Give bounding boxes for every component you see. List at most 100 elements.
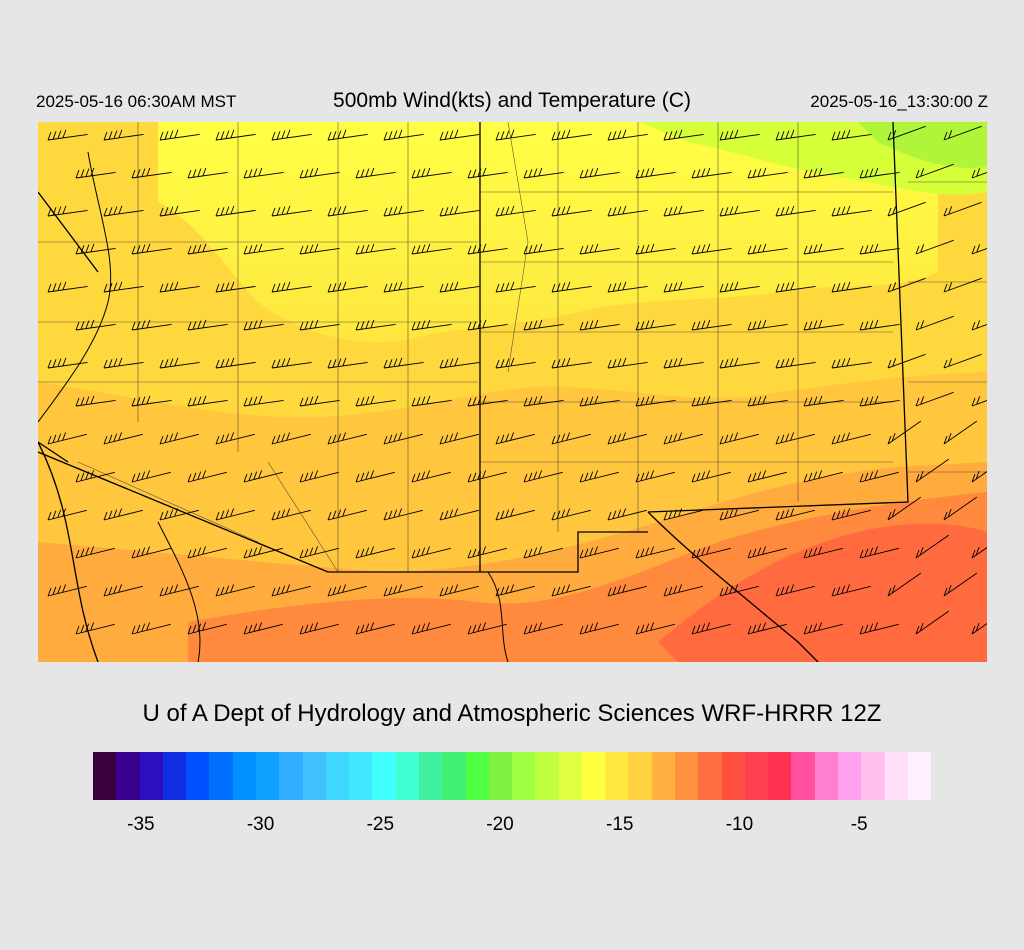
wind-barb — [635, 470, 675, 483]
wind-barb — [299, 243, 340, 255]
local-time: 2025-05-16 06:30AM MST — [36, 92, 237, 111]
colorbar-tick-label: -35 — [127, 814, 155, 835]
wind-barb — [747, 470, 787, 483]
colorbar-tick-label: -15 — [606, 814, 634, 835]
wind-barb — [803, 167, 844, 179]
wind-barb — [75, 243, 116, 255]
wind-barb — [803, 395, 844, 407]
wind-barb — [355, 395, 396, 407]
wind-barb — [495, 432, 535, 445]
colorbar-swatch — [372, 752, 396, 800]
colorbar-swatch — [861, 752, 885, 800]
wind-barb — [859, 622, 899, 635]
wind-barb — [75, 470, 115, 483]
colorbar-swatch — [93, 752, 117, 800]
wind-barb — [915, 391, 954, 407]
wind-barb — [831, 508, 871, 521]
colorbar-swatch — [442, 752, 466, 800]
wind-barb — [215, 508, 255, 521]
wind-barb — [635, 167, 676, 179]
wind-barb — [103, 584, 143, 597]
wind-barb — [355, 167, 396, 179]
wind-barb — [467, 167, 508, 179]
wind-barb — [327, 281, 368, 293]
wind-barb — [971, 396, 987, 407]
wind-barb — [187, 167, 228, 179]
wind-barb — [775, 281, 816, 293]
wind-barb — [439, 357, 480, 369]
wind-barb — [47, 129, 88, 141]
wind-barb — [439, 205, 480, 217]
colorbar-swatch — [814, 752, 838, 800]
wind-barb — [411, 470, 451, 483]
wind-barb — [523, 319, 564, 331]
wind-barb — [887, 201, 926, 217]
wind-barb — [663, 508, 703, 521]
wind-barb — [187, 243, 228, 255]
wind-barb — [467, 243, 508, 255]
wind-barb — [635, 395, 676, 407]
wind-barb — [775, 205, 816, 217]
wind-barb — [243, 546, 283, 559]
colorbar-swatch — [768, 752, 792, 800]
wind-barb — [691, 243, 732, 255]
wind-barb — [663, 281, 704, 293]
colorbar-swatch — [162, 752, 187, 800]
wind-barb — [47, 584, 87, 597]
wind-barb — [467, 470, 507, 483]
wind-barb — [719, 357, 760, 369]
colorbar-swatch — [116, 752, 140, 800]
colorbar-tick-label: -30 — [246, 814, 275, 835]
model-credit: U of A Dept of Hydrology and Atmospheric… — [142, 700, 882, 727]
wind-barb — [831, 281, 872, 293]
wind-barb — [103, 508, 143, 521]
wind-barb — [243, 319, 284, 331]
county-lines — [38, 122, 987, 573]
wind-barb — [971, 622, 987, 635]
wind-barb — [411, 546, 451, 559]
wind-barb — [887, 125, 926, 141]
wind-barb — [859, 167, 900, 179]
colorbar-tick-label: -5 — [850, 814, 868, 835]
wind-barb — [691, 167, 732, 179]
wind-barb — [243, 167, 284, 179]
wind-barb — [355, 319, 396, 331]
colorbar-tick-label: -20 — [486, 814, 514, 835]
wind-barb — [495, 584, 535, 597]
wind-barb — [411, 622, 451, 635]
wind-barb — [383, 281, 424, 293]
wind-barb — [299, 546, 339, 559]
wind-barb — [831, 432, 871, 445]
wind-barb — [607, 129, 648, 141]
colorbar-swatch — [628, 752, 652, 800]
colorbar-swatch — [209, 752, 233, 800]
wind-barb — [271, 584, 311, 597]
wind-barb — [635, 546, 675, 559]
wind-barb — [915, 239, 954, 255]
map-title: 500mb Wind(kts) and Temperature (C) — [333, 89, 691, 112]
wind-barb — [215, 432, 255, 445]
wind-barb — [159, 584, 199, 597]
wind-barb — [859, 243, 900, 255]
wind-barb — [215, 129, 256, 141]
wind-barb — [943, 496, 978, 521]
wind-barb — [915, 163, 954, 179]
wind-barb — [159, 357, 200, 369]
wind-barb — [467, 622, 507, 635]
wind-barb — [551, 205, 592, 217]
wind-barb — [103, 205, 144, 217]
wind-barb — [943, 201, 982, 217]
wind-barb — [635, 622, 675, 635]
wind-barb — [439, 584, 479, 597]
wind-barb — [103, 432, 143, 445]
wind-barb — [187, 319, 228, 331]
wind-barb — [719, 432, 759, 445]
wind-barb — [915, 458, 950, 483]
wind-barb — [271, 432, 311, 445]
wind-barb — [859, 546, 899, 559]
wind-barb — [915, 610, 950, 635]
wind-barb — [607, 432, 647, 445]
wind-barb — [607, 508, 647, 521]
wind-barb — [607, 281, 648, 293]
wind-barb — [691, 470, 731, 483]
